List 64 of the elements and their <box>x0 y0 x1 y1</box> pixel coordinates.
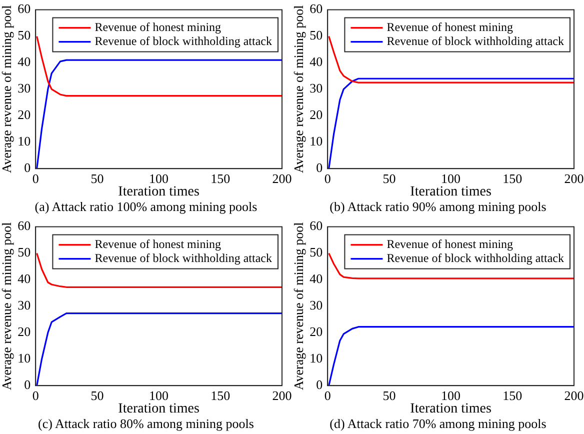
y-axis-title: Average revenue of mining pool <box>291 4 306 174</box>
y-tick-label: 10 <box>18 350 31 366</box>
y-tick-label: 60 <box>310 1 323 16</box>
y-tick-label: 0 <box>316 160 323 176</box>
y-tick-label: 50 <box>310 244 323 260</box>
x-axis-title: Iteration times <box>118 184 200 200</box>
legend-label: Revenue of block withholding attack <box>386 34 564 48</box>
x-tick-label: 50 <box>382 388 396 403</box>
legend-label: Revenue of honest mining <box>386 236 514 251</box>
y-tick-label: 40 <box>18 54 31 70</box>
y-axis-title: Average revenue of mining pool <box>291 222 306 390</box>
y-tick-label: 50 <box>310 28 323 43</box>
legend-label: Revenue of honest mining <box>386 20 514 34</box>
text: (b) Attack ratio 90% among mining pools <box>328 199 548 215</box>
y-tick-label: 50 <box>18 244 31 260</box>
y-tick-label: 20 <box>18 324 31 340</box>
y-tick-label: 60 <box>18 218 31 234</box>
y-tick-label: 0 <box>24 160 31 176</box>
legend-label: Revenue of honest mining <box>94 20 222 34</box>
y-tick-label: 60 <box>18 1 31 16</box>
y-tick-label: 50 <box>18 28 31 43</box>
y-tick-label: 10 <box>310 350 323 366</box>
x-tick-label: 200 <box>564 170 584 186</box>
y-tick-label: 40 <box>310 271 323 286</box>
y-tick-label: 20 <box>310 107 323 122</box>
x-tick-label: 150 <box>502 388 522 403</box>
x-tick-label: 200 <box>564 388 584 403</box>
y-tick-label: 0 <box>316 377 323 392</box>
x-tick-label: 100 <box>149 170 169 186</box>
x-tick-label: 50 <box>90 388 104 403</box>
y-axis-title: Average revenue of mining pool <box>0 4 14 174</box>
y-tick-label: 40 <box>18 271 31 286</box>
legend-label: Revenue of block withholding attack <box>94 34 272 48</box>
x-tick-label: 150 <box>210 388 230 403</box>
text: (a) Attack ratio 100% among mining pools <box>34 199 258 215</box>
x-tick-label: 100 <box>441 170 461 186</box>
legend-label: Revenue of block withholding attack <box>386 250 564 265</box>
y-axis-title: Average revenue of mining pool <box>0 222 14 390</box>
x-tick-label: 200 <box>272 388 292 403</box>
x-tick-label: 100 <box>441 388 461 403</box>
y-tick-label: 60 <box>310 218 323 234</box>
y-tick-label: 30 <box>18 298 31 313</box>
x-axis-title: Iteration times <box>410 401 492 416</box>
y-tick-label: 30 <box>310 80 323 96</box>
x-tick-label: 150 <box>210 170 230 186</box>
y-tick-label: 30 <box>18 80 31 96</box>
y-tick-label: 30 <box>310 298 323 313</box>
x-tick-label: 100 <box>149 388 169 403</box>
y-tick-label: 20 <box>310 324 323 340</box>
x-tick-label: 50 <box>90 170 104 186</box>
y-tick-label: 40 <box>310 54 323 70</box>
x-axis-title: Iteration times <box>118 401 200 416</box>
y-tick-label: 10 <box>18 134 31 149</box>
legend-label: Revenue of honest mining <box>94 236 222 251</box>
legend-label: Revenue of block withholding attack <box>94 250 272 265</box>
text: (c) Attack ratio 80% among mining pools <box>37 416 255 432</box>
text: (d) Attack ratio 70% among mining pools <box>328 416 548 432</box>
y-tick-label: 20 <box>18 107 31 122</box>
y-tick-label: 10 <box>310 134 323 149</box>
x-tick-label: 50 <box>382 170 396 186</box>
x-tick-label: 150 <box>502 170 522 186</box>
x-tick-label: 200 <box>272 170 292 186</box>
y-tick-label: 0 <box>24 377 31 392</box>
x-axis-title: Iteration times <box>410 184 492 200</box>
